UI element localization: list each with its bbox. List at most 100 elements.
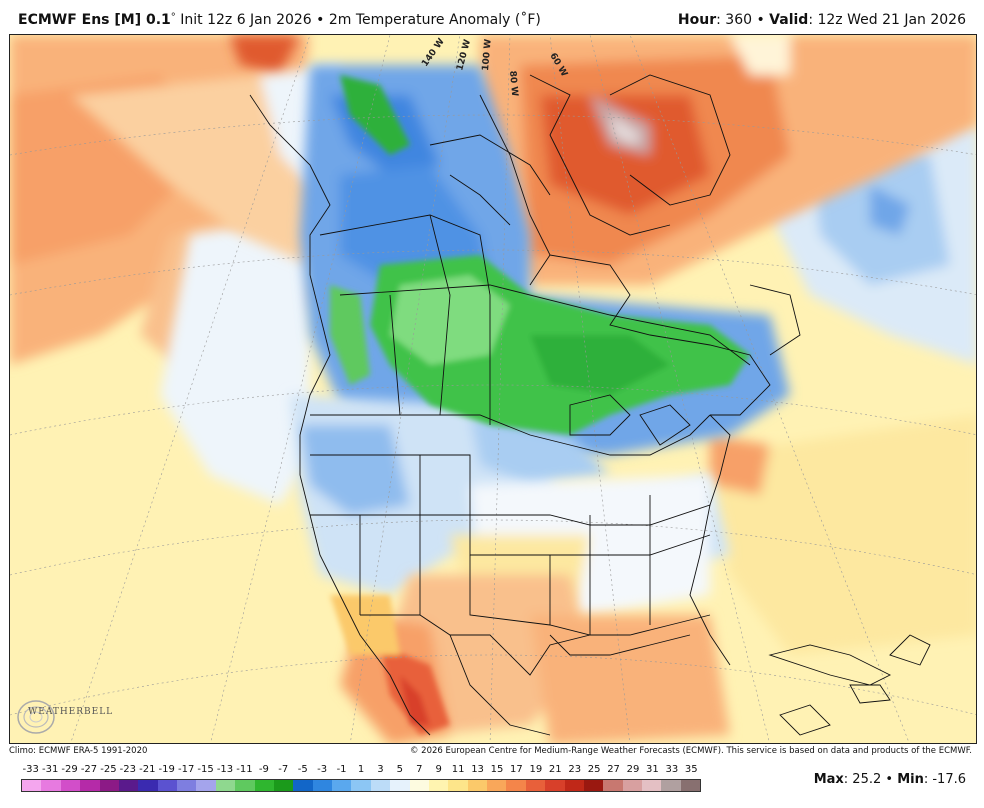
color-scale-legend: -33 -31 -29 -27 -25 -23 -21 -19 -17 -15 -13 -11 -9 -7… bbox=[12, 764, 704, 798]
scale-label: -11 bbox=[236, 764, 253, 775]
scale-label: 11 bbox=[451, 764, 465, 775]
valid-time: Hour: 360 • Valid: 12z Wed 21 Jan 2026 bbox=[678, 12, 966, 28]
scale-label: -7 bbox=[278, 764, 289, 775]
scale-label: 29 bbox=[626, 764, 640, 775]
scale-label: 27 bbox=[607, 764, 620, 775]
scale-swatch bbox=[409, 780, 429, 791]
scale-label: 19 bbox=[529, 764, 543, 775]
scale-label: 23 bbox=[568, 764, 582, 775]
scale-label: -3 bbox=[317, 764, 328, 775]
scale-swatch bbox=[99, 780, 119, 791]
scale-swatch bbox=[390, 780, 410, 791]
scale-swatch bbox=[467, 780, 487, 791]
scale-label: -19 bbox=[158, 764, 175, 775]
scale-label: 35 bbox=[684, 764, 698, 775]
scale-swatch bbox=[235, 780, 255, 791]
scale-swatch bbox=[60, 780, 81, 791]
scale-swatch bbox=[215, 780, 236, 791]
logo-text: WEATHERBELL bbox=[28, 707, 114, 717]
anomaly-map: 140 W 120 W 100 W 80 W 60 W WEATHERBELL bbox=[9, 34, 977, 744]
scale-label: -17 bbox=[177, 764, 195, 775]
valid-value: : 12z Wed 21 Jan 2026 bbox=[808, 12, 966, 28]
pacific-light-region bbox=[160, 215, 310, 505]
max-value: : 25.2 • bbox=[843, 772, 898, 787]
max-min-stats: Max: 25.2 • Min: -17.6 bbox=[814, 772, 966, 787]
scale-swatch bbox=[506, 780, 526, 791]
scale-label: -1 bbox=[336, 764, 347, 775]
scale-label: -15 bbox=[197, 764, 214, 775]
scale-swatch bbox=[118, 780, 139, 791]
scale-swatch bbox=[545, 780, 565, 791]
scale-label: 9 bbox=[435, 764, 442, 775]
scale-label: 33 bbox=[665, 764, 679, 775]
valid-label: Valid bbox=[769, 12, 809, 28]
political-boundaries bbox=[249, 74, 931, 736]
scale-swatch bbox=[661, 780, 681, 791]
lon-label-100w: 100 W bbox=[481, 39, 494, 72]
weatherbell-logo: WEATHERBELL bbox=[14, 695, 112, 739]
scale-label: 7 bbox=[416, 764, 423, 775]
scale-swatch bbox=[564, 780, 584, 791]
scale-swatch bbox=[525, 780, 546, 791]
scale-swatch bbox=[428, 780, 449, 791]
prairie-green-band bbox=[330, 75, 750, 435]
hour-label: Hour bbox=[677, 12, 717, 28]
scale-swatch bbox=[41, 780, 61, 791]
scale-label: -25 bbox=[100, 764, 117, 775]
scale-swatch bbox=[622, 780, 642, 791]
scale-label: -9 bbox=[258, 764, 269, 775]
scale-swatch bbox=[642, 780, 662, 791]
scale-label: -27 bbox=[80, 764, 98, 775]
scale-swatch bbox=[138, 780, 158, 791]
scale-label: 1 bbox=[357, 764, 365, 775]
scale-label: -23 bbox=[119, 764, 137, 775]
hour-value: : 360 • bbox=[716, 12, 770, 28]
atlantic-warm-anomaly bbox=[710, 415, 976, 655]
scale-label: 17 bbox=[510, 764, 523, 775]
scale-swatch bbox=[487, 780, 507, 791]
scale-swatch bbox=[448, 780, 468, 791]
scale-label: -29 bbox=[61, 764, 78, 775]
graticule bbox=[10, 35, 976, 743]
scale-label: 15 bbox=[490, 764, 504, 775]
max-label: Max bbox=[813, 772, 844, 787]
scale-swatch bbox=[603, 780, 623, 791]
scale-label: 5 bbox=[396, 764, 404, 775]
logo-swirl-icon bbox=[17, 700, 55, 734]
scale-swatch bbox=[583, 780, 604, 791]
scale-label: 25 bbox=[587, 764, 601, 775]
copyright-note: © 2026 European Centre for Medium-Range … bbox=[409, 746, 972, 756]
climo-note: Climo: ECMWF ERA-5 1991-2020 bbox=[9, 746, 148, 756]
map-title: ECMWF Ens [M] 0.1° Init 12z 6 Jan 2026 •… bbox=[18, 12, 541, 28]
scale-labels: -33 -31 -29 -27 -25 -23 -21 -19 -17 -15 -13 -11 -9 -7… bbox=[12, 764, 704, 778]
scale-swatch bbox=[22, 780, 42, 791]
scale-bar bbox=[21, 779, 701, 792]
scale-swatch bbox=[680, 780, 701, 791]
scale-swatch bbox=[196, 780, 216, 791]
scale-swatch bbox=[312, 780, 332, 791]
scale-label: 31 bbox=[646, 764, 659, 775]
scale-swatch bbox=[293, 780, 313, 791]
min-label: Min bbox=[897, 772, 924, 787]
scale-swatch bbox=[351, 780, 371, 791]
scale-label: -31 bbox=[41, 764, 59, 775]
scale-swatch bbox=[157, 780, 177, 791]
scale-label: 3 bbox=[377, 764, 384, 775]
scale-swatch bbox=[370, 780, 391, 791]
map-canvas: 140 W 120 W 100 W 80 W 60 W bbox=[10, 35, 976, 743]
init-text: Init 12z 6 Jan 2026 • 2m Temperature Ano… bbox=[175, 12, 541, 28]
scale-label: -21 bbox=[139, 764, 156, 775]
scale-swatch bbox=[273, 780, 294, 791]
model-name: ECMWF Ens [M] 0.1 bbox=[18, 12, 171, 28]
header: ECMWF Ens [M] 0.1° Init 12z 6 Jan 2026 •… bbox=[0, 0, 984, 34]
scale-swatch bbox=[254, 780, 274, 791]
degree-symbol: ° bbox=[170, 12, 176, 23]
scale-label: -5 bbox=[297, 764, 308, 775]
scale-swatch bbox=[177, 780, 197, 791]
scale-label: -33 bbox=[22, 764, 39, 775]
min-value: : -17.6 bbox=[923, 772, 966, 787]
scale-swatch bbox=[332, 780, 352, 791]
mexico-warm-anomaly bbox=[330, 595, 450, 735]
scale-label: 13 bbox=[471, 764, 484, 775]
scale-label: -13 bbox=[216, 764, 234, 775]
